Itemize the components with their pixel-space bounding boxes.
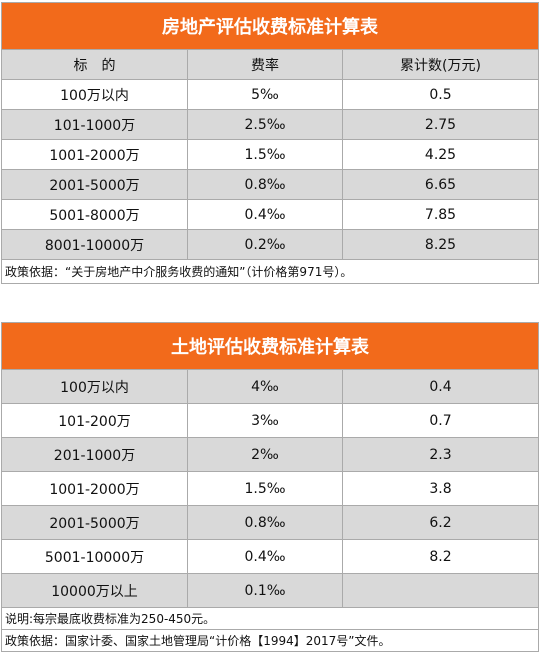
cell: 3‰ <box>187 404 342 437</box>
cell: 累计数(万元) <box>342 50 538 79</box>
table-row: 100万以内 4‰ 0.4 <box>2 369 538 403</box>
cell: 4.25 <box>342 140 538 169</box>
header-row: 标 的 费率 累计数(万元) <box>2 49 538 79</box>
table-row: 100万以内 5‰ 0.5 <box>2 79 538 109</box>
cell: 201-1000万 <box>53 447 136 464</box>
cell: 费率 <box>187 50 342 79</box>
cell: 5001-10000万 <box>44 549 145 566</box>
note: 说明:每宗最底收费标准为250-450元。 <box>2 607 538 629</box>
cell: 101-1000万 <box>53 117 136 134</box>
cell: 2.3 <box>342 438 538 471</box>
table-row: 101-1000万 2.5‰ 2.75 <box>2 109 538 139</box>
cell: 1001-2000万 <box>49 481 140 498</box>
cell: 6.65 <box>342 170 538 199</box>
cell: 5‰ <box>187 80 342 109</box>
cell: 7.85 <box>342 200 538 229</box>
cell: 8001-10000万 <box>44 237 145 254</box>
cell: 2‰ <box>187 438 342 471</box>
cell: 8.25 <box>342 230 538 259</box>
note: 政策依据：国家计委、国家土地管理局“计价格【1994】2017号”文件。 <box>2 629 538 651</box>
table-row: 101-200万 3‰ 0.7 <box>2 403 538 437</box>
cell: 6.2 <box>342 506 538 539</box>
cell: 0.8‰ <box>187 170 342 199</box>
cell: 2.5‰ <box>187 110 342 139</box>
cell: 0.4‰ <box>187 200 342 229</box>
table-row: 10000万以上 0.1‰ <box>2 573 538 607</box>
cell <box>342 574 538 607</box>
table-row: 5001-10000万 0.4‰ 8.2 <box>2 539 538 573</box>
cell: 100万以内 <box>60 379 129 396</box>
cell: 0.5 <box>342 80 538 109</box>
cell: 10000万以上 <box>51 583 138 600</box>
cell: 1.5‰ <box>187 472 342 505</box>
cell: 2001-5000万 <box>49 515 140 532</box>
note: 政策依据：“关于房地产中介服务收费的通知”（计价格第971号）。 <box>2 259 538 283</box>
cell: 0.4 <box>342 370 538 403</box>
table-row: 2001-5000万 0.8‰ 6.65 <box>2 169 538 199</box>
table-row: 8001-10000万 0.2‰ 8.25 <box>2 229 538 259</box>
cell: 8.2 <box>342 540 538 573</box>
cell: 101-200万 <box>58 413 131 430</box>
cell: 2001-5000万 <box>49 177 140 194</box>
cell: 4‰ <box>187 370 342 403</box>
table-title: 房地产评估收费标准计算表 <box>2 3 538 49</box>
table: 房地产评估收费标准计算表 标 的费率 累计数(万元) 100万以内 5‰ 0.5 101-… <box>1 2 539 284</box>
table-row: 5001-8000万 0.4‰ 7.85 <box>2 199 538 229</box>
cell: 0.7 <box>342 404 538 437</box>
cell: 100万以内 <box>60 87 129 104</box>
cell: 1.5‰ <box>187 140 342 169</box>
cell: 0.4‰ <box>187 540 342 573</box>
cell: 2.75 <box>342 110 538 139</box>
cell: 5001-8000万 <box>49 207 140 224</box>
cell: 标 的 <box>73 57 116 74</box>
table-row: 1001-2000万 1.5‰ 4.25 <box>2 139 538 169</box>
table-title: 土地评估收费标准计算表 <box>2 323 538 369</box>
cell: 3.8 <box>342 472 538 505</box>
table-row: 2001-5000万 0.8‰ 6.2 <box>2 505 538 539</box>
cell: 1001-2000万 <box>49 147 140 164</box>
table-row: 201-1000万 2‰ 2.3 <box>2 437 538 471</box>
table: 土地评估收费标准计算表 100万以内 4‰ 0.4 101-200万 3‰ 0.7 201-… <box>1 322 539 652</box>
cell: 0.8‰ <box>187 506 342 539</box>
cell: 0.2‰ <box>187 230 342 259</box>
cell: 0.1‰ <box>187 574 342 607</box>
table-row: 1001-2000万 1.5‰ 3.8 <box>2 471 538 505</box>
